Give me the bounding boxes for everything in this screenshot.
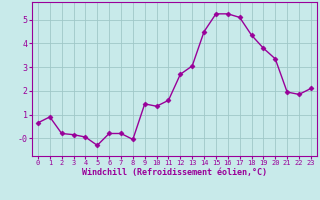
X-axis label: Windchill (Refroidissement éolien,°C): Windchill (Refroidissement éolien,°C) — [82, 168, 267, 177]
